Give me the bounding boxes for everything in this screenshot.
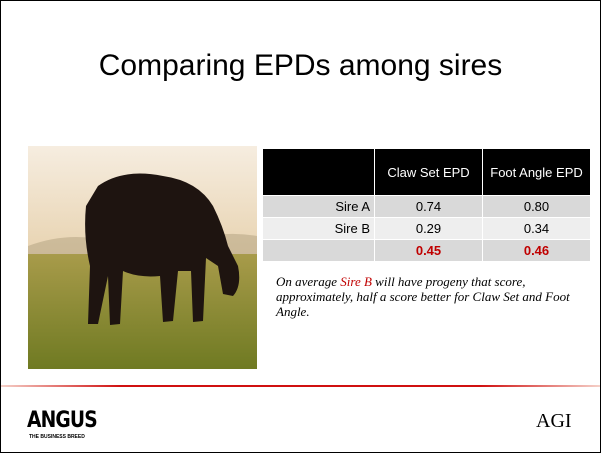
row-label: Sire B	[263, 218, 375, 240]
cell: 0.45	[375, 240, 483, 262]
slide-title: Comparing EPDs among sires	[1, 49, 600, 83]
cow-photo	[28, 146, 257, 369]
note-text: On average	[276, 274, 337, 289]
note: On average Sire B will have progeny that…	[276, 274, 591, 319]
slide: Comparing EPDs among sires Claw Set EPDF…	[0, 0, 601, 453]
row-label: Sire A	[263, 196, 375, 218]
note-highlight: Sire B	[340, 274, 372, 289]
row-label	[263, 240, 375, 262]
column-header: Foot Angle EPD	[483, 149, 591, 196]
cell: 0.80	[483, 196, 591, 218]
cell: 0.34	[483, 218, 591, 240]
cell: 0.29	[375, 218, 483, 240]
agi-logo: AGI	[536, 410, 572, 433]
angus-tagline: THE BUSINESS BREED	[29, 434, 85, 440]
divider	[1, 385, 600, 387]
cell: 0.74	[375, 196, 483, 218]
angus-logo: ANGUS	[27, 408, 97, 433]
cell: 0.46	[483, 240, 591, 262]
column-header: Claw Set EPD	[375, 149, 483, 196]
